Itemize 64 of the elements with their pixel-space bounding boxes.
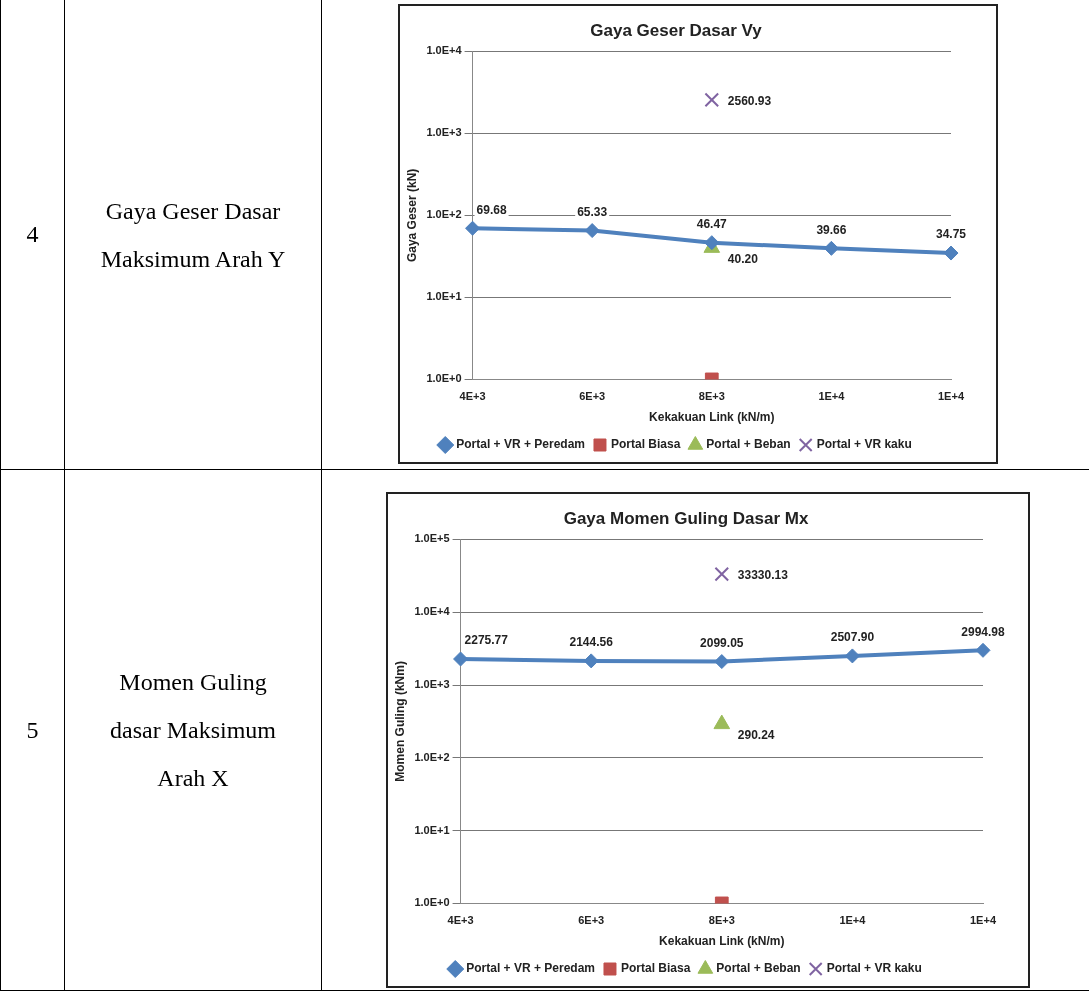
text: 4	[0, 0, 65, 470]
x-tick-label: 4E+3	[447, 914, 474, 927]
x-axis-title: Kekakuan Link (kN/m)	[659, 934, 785, 949]
point	[713, 714, 731, 730]
x-tick-label: 8E+3	[708, 914, 735, 927]
x-tick-label: 1E+4	[938, 390, 965, 403]
data-label: 40.20	[727, 252, 759, 267]
x-tick-label: 1E+4	[970, 914, 997, 927]
legend-label: Portal Biasa	[620, 961, 691, 976]
data-label: 2994.98	[961, 624, 1006, 639]
data-label: 290.24	[737, 728, 775, 743]
text: Momen Guling dasar Maksimum Arah X	[109, 668, 277, 793]
data-label: 2275.77	[464, 633, 509, 648]
legend-label: Portal Biasa	[610, 437, 681, 452]
text: 5	[0, 470, 65, 991]
x-tick-label: 4E+3	[459, 390, 486, 403]
chart-title: Gaya Geser Dasar Vy	[590, 20, 763, 40]
legend-label: Portal + VR kaku	[826, 961, 922, 976]
y-tick-label: 1.0E+3	[426, 126, 462, 139]
data-label: 34.75	[935, 227, 967, 242]
data-label: 69.68	[476, 202, 507, 217]
point	[704, 92, 720, 108]
x-tick-label: 1E+4	[839, 914, 867, 927]
text: Gaya Geser Dasar Maksimum Arah Y	[99, 196, 287, 274]
point	[465, 220, 481, 236]
chart-title: Gaya Momen Guling Dasar Mx	[563, 508, 809, 528]
x-axis-title: Kekakuan Link (kN/m)	[649, 410, 775, 425]
data-label: 33330.13	[737, 568, 789, 583]
point	[975, 642, 991, 658]
data-label: 39.66	[816, 222, 847, 237]
point	[453, 651, 469, 667]
legend-label: Portal + VR + Peredam	[456, 437, 585, 452]
data-label: 2507.90	[830, 630, 875, 645]
y-axis-title: Momen Guling (kNm)	[392, 661, 407, 782]
y-tick-label: 1.0E+1	[426, 290, 462, 303]
point	[943, 245, 959, 261]
y-tick-label: 1.0E+5	[414, 532, 450, 545]
legend-label: Portal + VR kaku	[816, 437, 912, 452]
y-tick-label: 1.0E+4	[426, 44, 463, 57]
legend-label: Portal + VR + Peredam	[466, 961, 595, 976]
y-tick-label: 1.0E+0	[414, 896, 450, 909]
y-tick-label: 1.0E+1	[414, 823, 450, 836]
x-tick-label: 6E+3	[579, 390, 606, 403]
data-label: 65.33	[577, 204, 608, 219]
point	[714, 566, 730, 582]
x-tick-label: 8E+3	[698, 390, 725, 403]
data-label: 46.47	[696, 217, 728, 231]
legend-label: Portal + Beban	[716, 961, 801, 976]
y-tick-label: 1.0E+3	[414, 678, 450, 691]
point	[584, 223, 600, 239]
point	[844, 648, 860, 664]
y-tick-label: 1.0E+2	[426, 208, 462, 221]
x-tick-label: 1E+4	[818, 390, 846, 403]
y-tick-label: 1.0E+2	[414, 750, 450, 763]
legend-label: Portal + Beban	[706, 437, 791, 452]
y-axis-title: Gaya Geser (kN)	[404, 168, 419, 263]
y-tick-label: 1.0E+4	[414, 605, 451, 618]
x-tick-label: 6E+3	[578, 914, 605, 927]
data-label: 2099.05	[700, 635, 744, 650]
point	[714, 654, 730, 670]
data-label: 2560.93	[727, 94, 772, 109]
y-tick-label: 1.0E+0	[426, 372, 462, 385]
data-label: 2144.56	[569, 635, 614, 650]
point	[583, 653, 599, 669]
